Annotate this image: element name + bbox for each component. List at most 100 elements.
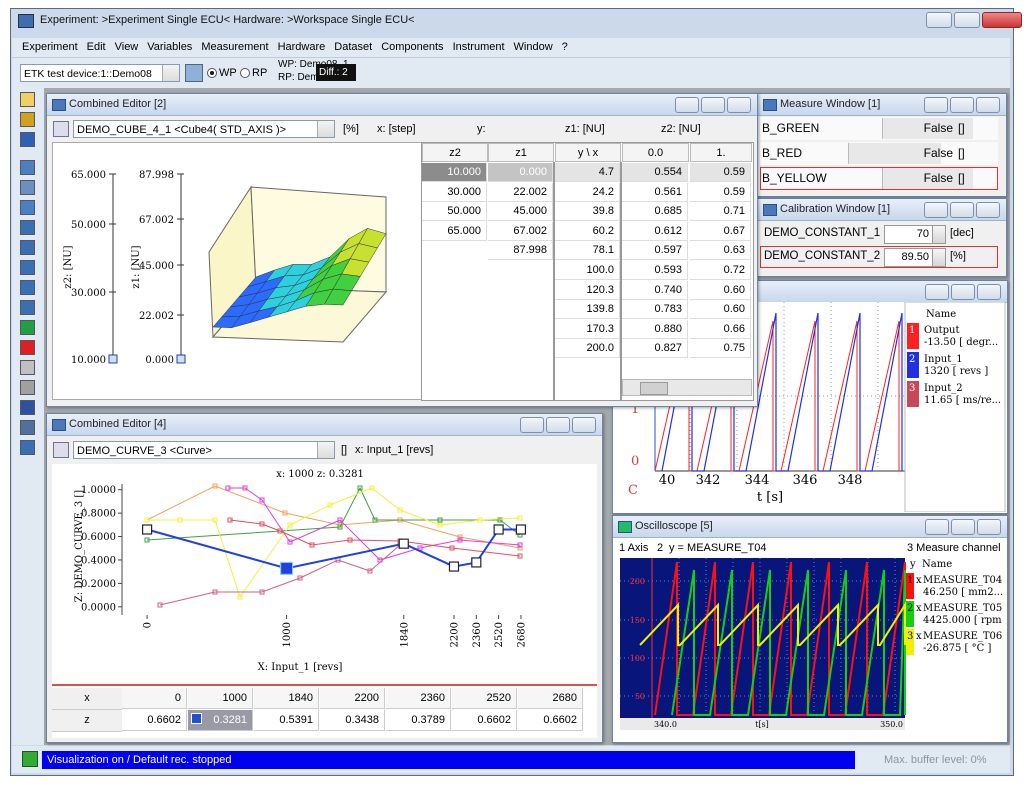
minimize-button[interactable] [925, 284, 949, 300]
y-tab[interactable]: 2 [657, 542, 664, 554]
tool-icon[interactable] [20, 180, 35, 195]
legend-name: Output [924, 325, 960, 336]
tool-icon[interactable] [20, 420, 35, 435]
tool-icon[interactable] [20, 160, 35, 175]
close-button[interactable] [977, 519, 1001, 535]
window-title: Oscilloscope [5] [635, 520, 713, 532]
minimize-button[interactable] [924, 202, 948, 218]
legend-axis: x [916, 631, 922, 642]
tool-icon[interactable] [20, 260, 35, 275]
wp-radio[interactable] [207, 68, 217, 78]
tool-icon[interactable] [20, 360, 35, 375]
axis-tab[interactable]: 1 Axis [619, 542, 649, 554]
legend-value: 11.65 [ ms/re... [924, 395, 1001, 406]
tool-icon[interactable] [20, 340, 35, 355]
channel-tab[interactable]: 3 Measure channel [907, 542, 1001, 554]
tool-icon[interactable] [20, 400, 35, 415]
minimize-button[interactable] [925, 519, 949, 535]
menu-item[interactable]: ? [561, 41, 568, 53]
device-combo[interactable]: ETK test device:1::Demo08 [20, 64, 180, 82]
tool-icon[interactable] [20, 200, 35, 215]
tool-icon[interactable] [20, 112, 35, 127]
maximize-button[interactable] [701, 97, 725, 113]
close-button[interactable] [976, 202, 1000, 218]
variable-combo[interactable]: DEMO_CURVE_3 <Curve> [73, 441, 335, 459]
signal-trace [671, 569, 906, 716]
reference-marker [297, 575, 303, 581]
menu-item[interactable]: Components [381, 41, 444, 53]
menu-item[interactable]: View [114, 41, 139, 53]
table-cell: 0.685 [622, 202, 688, 222]
maximize-button[interactable] [950, 202, 974, 218]
rp-radio-label: RP [252, 67, 268, 79]
table-cell: 0.612 [622, 221, 688, 241]
minimize-button[interactable] [924, 97, 948, 113]
z1-tick-label: 0.000 [145, 355, 174, 366]
title-bar: Oscilloscope [5] [613, 516, 1007, 538]
rp-radio[interactable] [240, 68, 250, 78]
menu-item[interactable]: Measurement [201, 41, 269, 53]
side-toolbar [12, 88, 44, 745]
menu-item[interactable]: Dataset [334, 41, 373, 53]
z1-tick-label: 45.000 [139, 261, 174, 272]
reference-marker [287, 522, 293, 528]
legend-index: 1 [909, 325, 915, 336]
menu-item[interactable]: Window [513, 41, 553, 53]
tool-icon[interactable] [20, 440, 35, 455]
close-button[interactable] [727, 97, 751, 113]
menu-item[interactable]: Variables [147, 41, 193, 53]
reference-curve [146, 485, 521, 549]
tool-icon[interactable] [20, 132, 35, 147]
signal-trace [639, 601, 906, 646]
minimize-button[interactable] [520, 417, 544, 433]
table-cell: 39.8 [555, 202, 620, 222]
table-cell: 2360 [386, 688, 451, 709]
curve-point [471, 557, 482, 568]
editor-icon[interactable] [53, 442, 69, 458]
maximize-button[interactable] [954, 12, 980, 28]
variable-combo[interactable]: DEMO_CUBE_4_1 <Cube4( STD_AXIS )> [73, 120, 335, 138]
scroll-thumb[interactable] [640, 382, 668, 395]
maximize-button[interactable] [546, 417, 570, 433]
calibration-value[interactable]: 70 [884, 225, 933, 244]
editor-icon[interactable] [53, 121, 69, 137]
spin-button[interactable] [932, 248, 946, 267]
tool-icon[interactable] [20, 240, 35, 255]
tool-icon[interactable] [20, 300, 35, 315]
maximize-button[interactable] [951, 519, 975, 535]
reference-marker [517, 542, 523, 548]
table-cell: 0.67 [690, 221, 751, 241]
calibration-unit: [dec] [950, 227, 974, 239]
measure-unit: [] [958, 121, 965, 135]
menu-item[interactable]: Hardware [277, 41, 326, 53]
z2-tick-label: 50.000 [71, 220, 106, 231]
reference-curve [228, 487, 521, 561]
measure-value-cell [882, 168, 973, 189]
tool-icon[interactable] [20, 220, 35, 235]
spin-button[interactable] [932, 225, 946, 244]
legend-axis: x [916, 603, 922, 614]
maximize-button[interactable] [951, 284, 975, 300]
close-button[interactable] [977, 284, 1001, 300]
close-button[interactable] [572, 417, 596, 433]
close-button[interactable] [982, 12, 1022, 28]
calibration-value[interactable]: 89.50 [884, 248, 933, 267]
tool-icon[interactable] [20, 320, 35, 335]
device-button[interactable] [185, 64, 203, 82]
minimize-button[interactable] [675, 97, 699, 113]
cube-3d: 65.000 50.000 30.000 10.000 87.998 67.002 45.0… [63, 170, 388, 366]
maximize-button[interactable] [950, 97, 974, 113]
measure-value: False [923, 121, 953, 135]
tool-icon[interactable] [20, 92, 35, 107]
tool-icon[interactable] [20, 380, 35, 395]
menu-item[interactable]: Instrument [452, 41, 505, 53]
y-tick-label: 0.4000 [81, 555, 116, 566]
tool-icon[interactable] [20, 280, 35, 295]
menu-item[interactable]: Experiment [22, 41, 78, 53]
menu-item[interactable]: Edit [86, 41, 106, 53]
table-cell: 0.71 [690, 202, 751, 222]
minimize-button[interactable] [926, 12, 952, 28]
reference-marker [242, 485, 248, 491]
x-tick-label: 1840 [399, 622, 410, 647]
close-button[interactable] [976, 97, 1000, 113]
